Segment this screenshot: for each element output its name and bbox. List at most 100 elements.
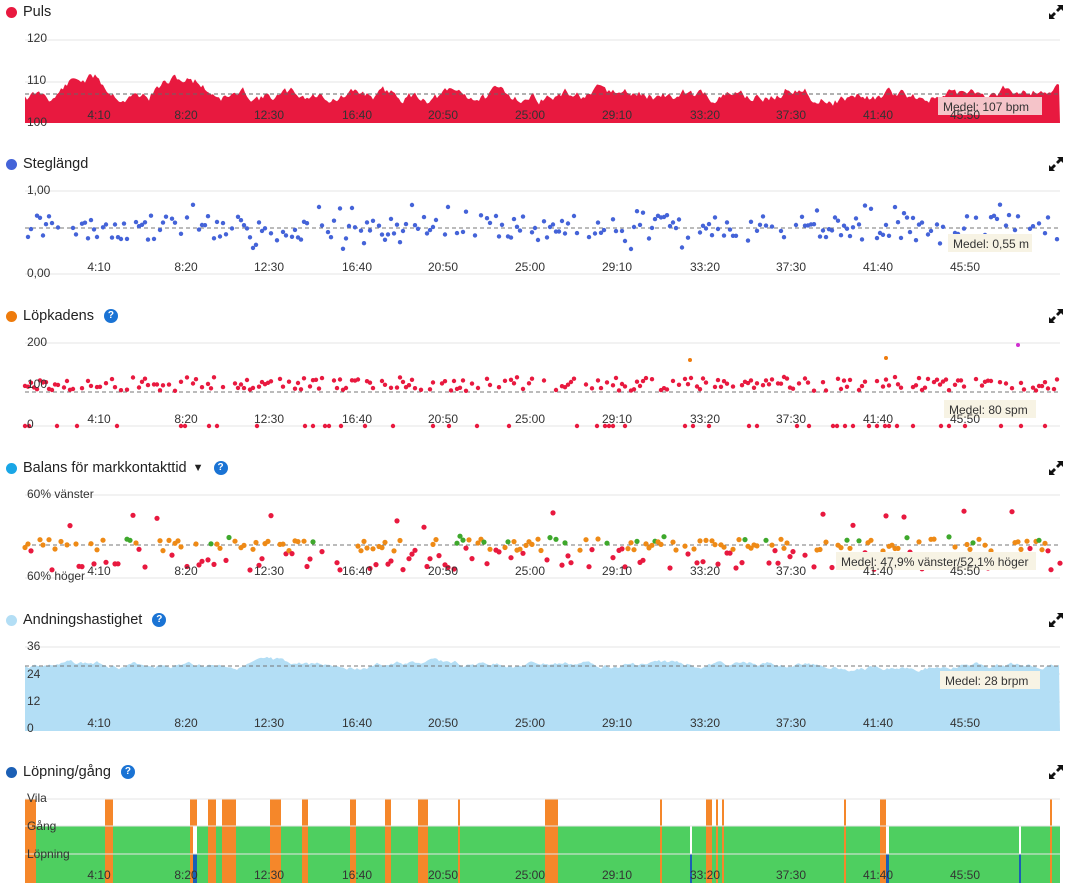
data-point (883, 377, 889, 382)
expand-icon[interactable] (1048, 764, 1064, 780)
data-point (691, 546, 697, 552)
data-point (112, 385, 118, 390)
data-point (145, 237, 151, 242)
data-point (502, 378, 508, 383)
data-point (931, 536, 937, 542)
data-point (349, 205, 355, 211)
expand-icon[interactable] (1048, 4, 1064, 20)
x-tick-label: 16:40 (342, 412, 372, 426)
data-point (151, 236, 157, 242)
data-point (184, 563, 190, 570)
help-icon[interactable]: ? (103, 309, 118, 323)
data-point (697, 230, 703, 235)
data-point (286, 379, 292, 384)
x-tick-label: 16:40 (342, 564, 372, 578)
walking-segment (722, 799, 724, 883)
data-point (1030, 224, 1036, 229)
data-point (853, 216, 859, 221)
data-point (604, 540, 610, 546)
x-tick-label: 25:00 (515, 868, 545, 882)
data-point (1036, 537, 1042, 543)
data-point (1045, 215, 1051, 220)
chart-andning: Medel: 28 brpm 36 24 12 0 4:10 8:20 12:30 16:40 2… (25, 639, 1060, 735)
data-point (793, 222, 799, 228)
chart-balans: Medel: 47,9% vänster/52,1% höger 60% väns… (22, 487, 1063, 583)
data-point (598, 385, 604, 391)
x-tick-label: 45:50 (950, 260, 980, 274)
data-point (40, 542, 46, 548)
data-point (964, 214, 970, 219)
data-point (697, 538, 703, 544)
data-point (250, 385, 256, 391)
panel-lopkadens: Löpkadens ? Medel: 80 spm 200 100 0 4:10 8:20… (0, 304, 1073, 456)
data-point (775, 560, 781, 566)
data-point (874, 378, 880, 384)
expand-icon[interactable] (1048, 460, 1064, 476)
walking-segment (458, 799, 460, 883)
data-point (52, 546, 58, 552)
y-tick-label: Gång (27, 819, 56, 833)
data-point (535, 536, 541, 542)
help-icon[interactable]: ? (152, 613, 167, 627)
caret-down-icon[interactable]: ▼ (192, 462, 204, 474)
data-point (676, 217, 682, 222)
data-point (718, 384, 724, 389)
data-point (340, 246, 346, 251)
data-point (934, 222, 940, 227)
data-point (892, 204, 898, 210)
data-point (562, 540, 568, 546)
data-point (451, 566, 457, 572)
x-tick-label: 41:40 (863, 868, 893, 882)
data-point (34, 387, 40, 392)
panel-header: Löpning/gång ? (6, 763, 135, 781)
data-point (532, 225, 538, 231)
data-point (475, 540, 481, 546)
data-point (313, 377, 319, 382)
data-point (241, 223, 247, 228)
data-point (937, 241, 943, 246)
data-point (379, 378, 385, 384)
data-point (385, 232, 391, 237)
x-tick-label: 8:20 (174, 564, 198, 578)
data-point (721, 233, 727, 238)
data-point (700, 223, 706, 228)
data-point (640, 378, 646, 384)
data-point (806, 423, 812, 429)
data-point (830, 423, 836, 429)
data-point (694, 384, 700, 389)
data-point (1042, 540, 1048, 546)
data-point (316, 386, 322, 391)
data-point (361, 538, 367, 544)
data-point (397, 240, 403, 245)
data-point (619, 381, 625, 387)
data-point (913, 238, 919, 243)
data-point (766, 560, 772, 566)
walking-segment (105, 799, 113, 883)
x-tick-label: 45:50 (950, 716, 980, 730)
data-point (820, 380, 826, 385)
y-tick-label: 0 (27, 417, 34, 431)
data-point (619, 546, 625, 552)
expand-icon[interactable] (1048, 612, 1064, 628)
data-point (400, 567, 406, 573)
data-point (292, 227, 298, 233)
data-point (690, 423, 696, 429)
expand-icon[interactable] (1048, 308, 1064, 324)
average-label: Medel: 47,9% vänster/52,1% höger (841, 555, 1028, 569)
data-point (22, 544, 28, 551)
data-point (523, 542, 529, 548)
data-point (338, 423, 344, 429)
data-point (703, 537, 709, 543)
help-icon[interactable]: ? (120, 765, 135, 779)
x-tick-label: 41:40 (863, 716, 893, 730)
data-point (175, 538, 181, 544)
expand-icon[interactable] (1048, 156, 1064, 172)
x-tick-label: 37:30 (776, 108, 806, 122)
data-point (109, 235, 115, 240)
data-point (415, 226, 421, 231)
data-point (331, 218, 337, 223)
y-tick-label: 60% vänster (27, 487, 94, 501)
data-point (817, 234, 823, 239)
data-point (763, 537, 769, 543)
help-icon[interactable]: ? (213, 461, 228, 475)
